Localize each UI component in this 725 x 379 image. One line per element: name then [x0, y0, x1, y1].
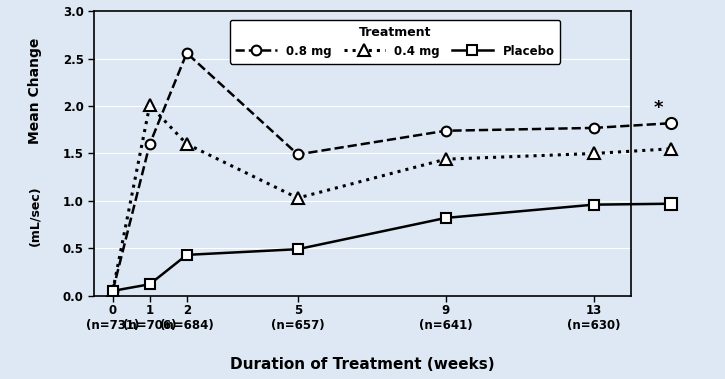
Text: *: * — [654, 99, 663, 117]
Legend: 0.8 mg, 0.4 mg, Placebo: 0.8 mg, 0.4 mg, Placebo — [230, 20, 560, 64]
X-axis label: Duration of Treatment (weeks): Duration of Treatment (weeks) — [230, 357, 494, 372]
Text: Mean Change: Mean Change — [28, 38, 42, 144]
Text: (mL/sec): (mL/sec) — [29, 186, 42, 246]
